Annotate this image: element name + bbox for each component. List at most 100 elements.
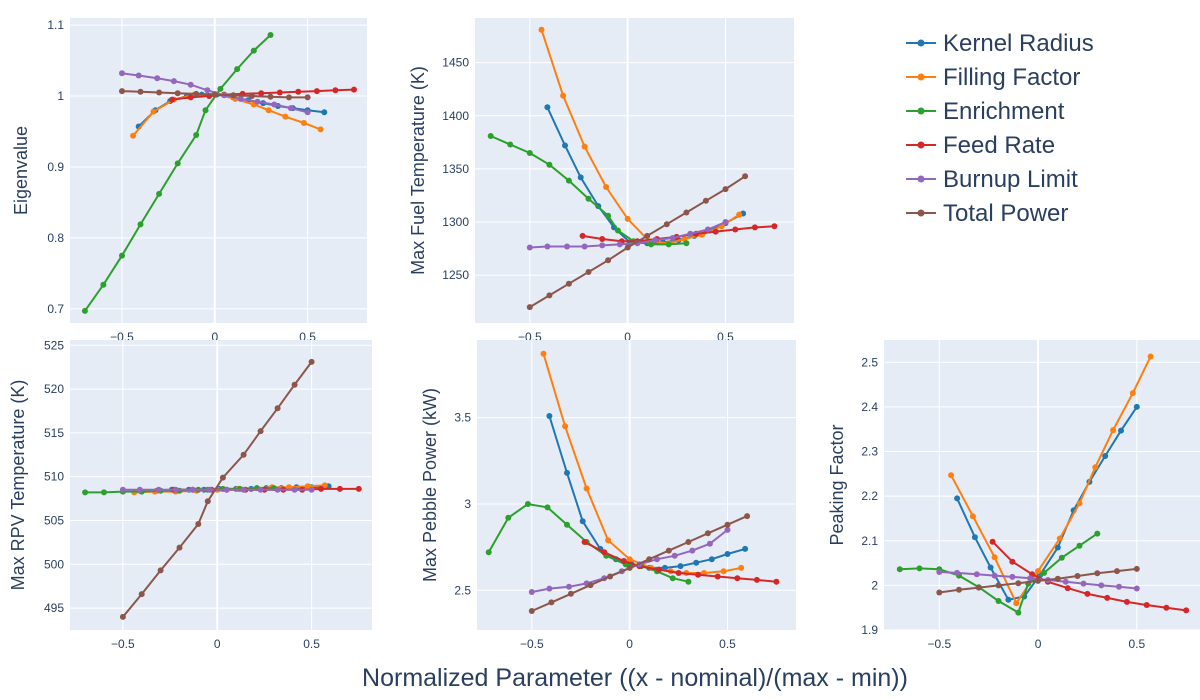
data-point	[1013, 600, 1020, 607]
data-point	[546, 161, 553, 168]
y-tick-label: 505	[44, 513, 64, 527]
data-point	[585, 195, 592, 202]
legend-marker-swatch	[917, 107, 925, 115]
series-line	[529, 221, 726, 249]
series-line	[122, 361, 313, 618]
data-point	[1118, 427, 1124, 434]
data-point	[351, 86, 357, 93]
data-point	[282, 113, 289, 120]
data-point	[176, 544, 183, 551]
data-point	[174, 160, 181, 167]
data-point	[1076, 542, 1083, 549]
data-point	[626, 556, 633, 563]
data-point	[156, 89, 163, 96]
series-line	[956, 406, 1138, 601]
x-tick-label: 0	[1035, 637, 1042, 651]
y-tick-label: 1350	[442, 162, 469, 176]
legend-label: Total Power	[943, 200, 1068, 227]
y-tick-label: 2.5	[454, 583, 471, 597]
y-tick-label: 1450	[442, 56, 469, 70]
series-filling-factor	[948, 353, 1154, 607]
data-point	[137, 88, 144, 95]
data-point	[544, 243, 551, 250]
data-point	[675, 570, 682, 576]
data-point	[119, 88, 125, 95]
data-point	[187, 81, 194, 88]
data-point	[744, 513, 751, 520]
data-point	[1123, 598, 1130, 605]
y-tick-label: 2.5	[861, 355, 878, 369]
data-point	[524, 501, 531, 507]
data-point	[258, 90, 265, 97]
data-point	[300, 120, 307, 126]
data-point	[565, 177, 572, 184]
legend-item[interactable]: Kernel Radius	[906, 30, 1094, 57]
data-point	[1116, 583, 1122, 590]
data-point	[614, 227, 621, 234]
data-point	[137, 221, 144, 228]
data-point	[708, 556, 715, 563]
data-point	[336, 485, 343, 492]
y-tick-label: 1.9	[861, 623, 878, 637]
data-point	[599, 242, 606, 249]
data-point	[1035, 568, 1041, 575]
data-point	[528, 608, 535, 614]
data-point	[564, 469, 570, 476]
data-point	[240, 486, 247, 493]
data-point	[136, 486, 143, 493]
data-point	[562, 142, 568, 149]
legend-item[interactable]: Enrichment	[906, 98, 1065, 125]
series-burnup-limit	[119, 486, 315, 493]
gridlines	[475, 18, 794, 323]
data-point	[722, 219, 729, 225]
data-point	[287, 105, 294, 112]
data-point	[304, 94, 311, 101]
subplot-3: 495 500 505 510 515 520 525 −0.5 0 0.5 Max RPV Tem…	[8, 338, 372, 651]
data-point	[1015, 609, 1022, 616]
data-point	[1163, 604, 1170, 611]
y-tick-label: 3.5	[454, 411, 471, 425]
data-point	[648, 241, 655, 248]
subplot-4: 2.5 3 3.5 −0.5 0 0.5 Max Pebble Power (kW)	[420, 340, 796, 651]
data-point	[581, 143, 588, 150]
data-point	[1102, 453, 1109, 459]
data-point	[685, 578, 692, 585]
data-point	[738, 564, 745, 571]
x-tick-label: −0.5	[111, 637, 135, 651]
data-point	[1143, 602, 1150, 608]
series-enrichment	[487, 133, 690, 248]
data-point	[505, 514, 512, 521]
legend-item[interactable]: Burnup Limit	[906, 166, 1078, 193]
legend-item[interactable]: Filling Factor	[906, 64, 1080, 91]
legend-item[interactable]: Feed Rate	[906, 132, 1055, 159]
data-point	[564, 521, 570, 528]
data-point	[267, 32, 274, 38]
data-point	[605, 537, 612, 544]
data-point	[1092, 464, 1099, 471]
y-tick-label: 495	[44, 601, 64, 615]
data-point	[291, 381, 298, 388]
data-point	[644, 232, 651, 239]
series-total-power	[526, 173, 749, 311]
data-point	[321, 482, 328, 489]
data-point	[581, 243, 588, 250]
legend-item[interactable]: Total Power	[906, 200, 1068, 227]
data-point	[916, 565, 923, 572]
data-point	[308, 486, 315, 493]
data-point	[204, 87, 211, 94]
data-point	[119, 252, 125, 259]
data-point	[274, 486, 281, 493]
legend[interactable]: Kernel Radius Filling Factor Enrichment Fee…	[906, 30, 1094, 227]
data-point	[603, 184, 610, 190]
data-point	[771, 223, 778, 230]
subplot-5: 1.9 2 2.1 2.2 2.3 2.4 2.5 −0.5 0 0.5 Peaking Facto…	[827, 340, 1200, 651]
data-point	[1056, 535, 1063, 542]
data-point	[193, 90, 200, 97]
x-tick-label: 0	[211, 330, 218, 344]
data-point	[1027, 575, 1034, 582]
legend-marker-swatch	[917, 39, 925, 47]
data-point	[170, 78, 177, 85]
y-tick-label: 2.1	[861, 534, 878, 548]
